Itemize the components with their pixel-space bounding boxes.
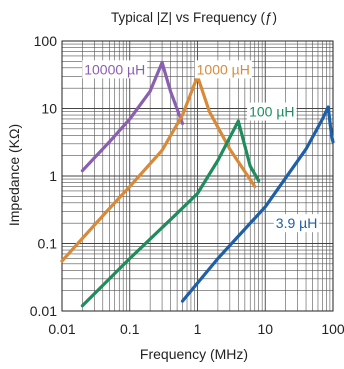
y-tick-label: 100 — [34, 33, 58, 49]
x-tick-label: 10 — [257, 321, 273, 337]
series-lines — [60, 60, 335, 308]
y-tick-label: 0.1 — [38, 236, 58, 252]
series-label-background — [247, 102, 297, 121]
series-labels: 10000 µH 1000 µH 100 µH 3.9 µH — [82, 60, 320, 233]
series-label-background — [82, 60, 148, 79]
x-tick-label: 0.01 — [48, 321, 75, 337]
series-label-background — [273, 214, 320, 233]
y-tick-label: 10 — [41, 101, 57, 117]
series-label: 3.9 µH — [276, 215, 318, 231]
series-line — [180, 105, 335, 303]
series-line — [60, 74, 257, 263]
chart-title: Typical |Z| vs Frequency (ƒ) — [111, 10, 277, 25]
y-axis-label: Impedance (KΩ) — [6, 124, 22, 226]
series-line — [80, 60, 185, 173]
series-label: 100 µH — [249, 104, 294, 120]
y-tick-label: 0.01 — [30, 303, 57, 319]
y-tick-label: 1 — [49, 168, 57, 184]
series-label: 1000 µH — [197, 61, 250, 77]
x-axis-label: Frequency (MHz) — [140, 346, 248, 362]
series-label-background — [194, 60, 252, 79]
grid — [61, 41, 333, 312]
axis-ticks: 0.01 0.1 1 10 100 0.01 0.1 1 10 100 — [30, 33, 344, 337]
x-tick-label: 0.1 — [120, 321, 140, 337]
x-tick-label: 100 — [321, 321, 344, 337]
series-line — [80, 119, 261, 308]
plot-frame — [61, 40, 334, 312]
series-label: 10000 µH — [84, 61, 145, 77]
x-tick-label: 1 — [194, 321, 202, 337]
